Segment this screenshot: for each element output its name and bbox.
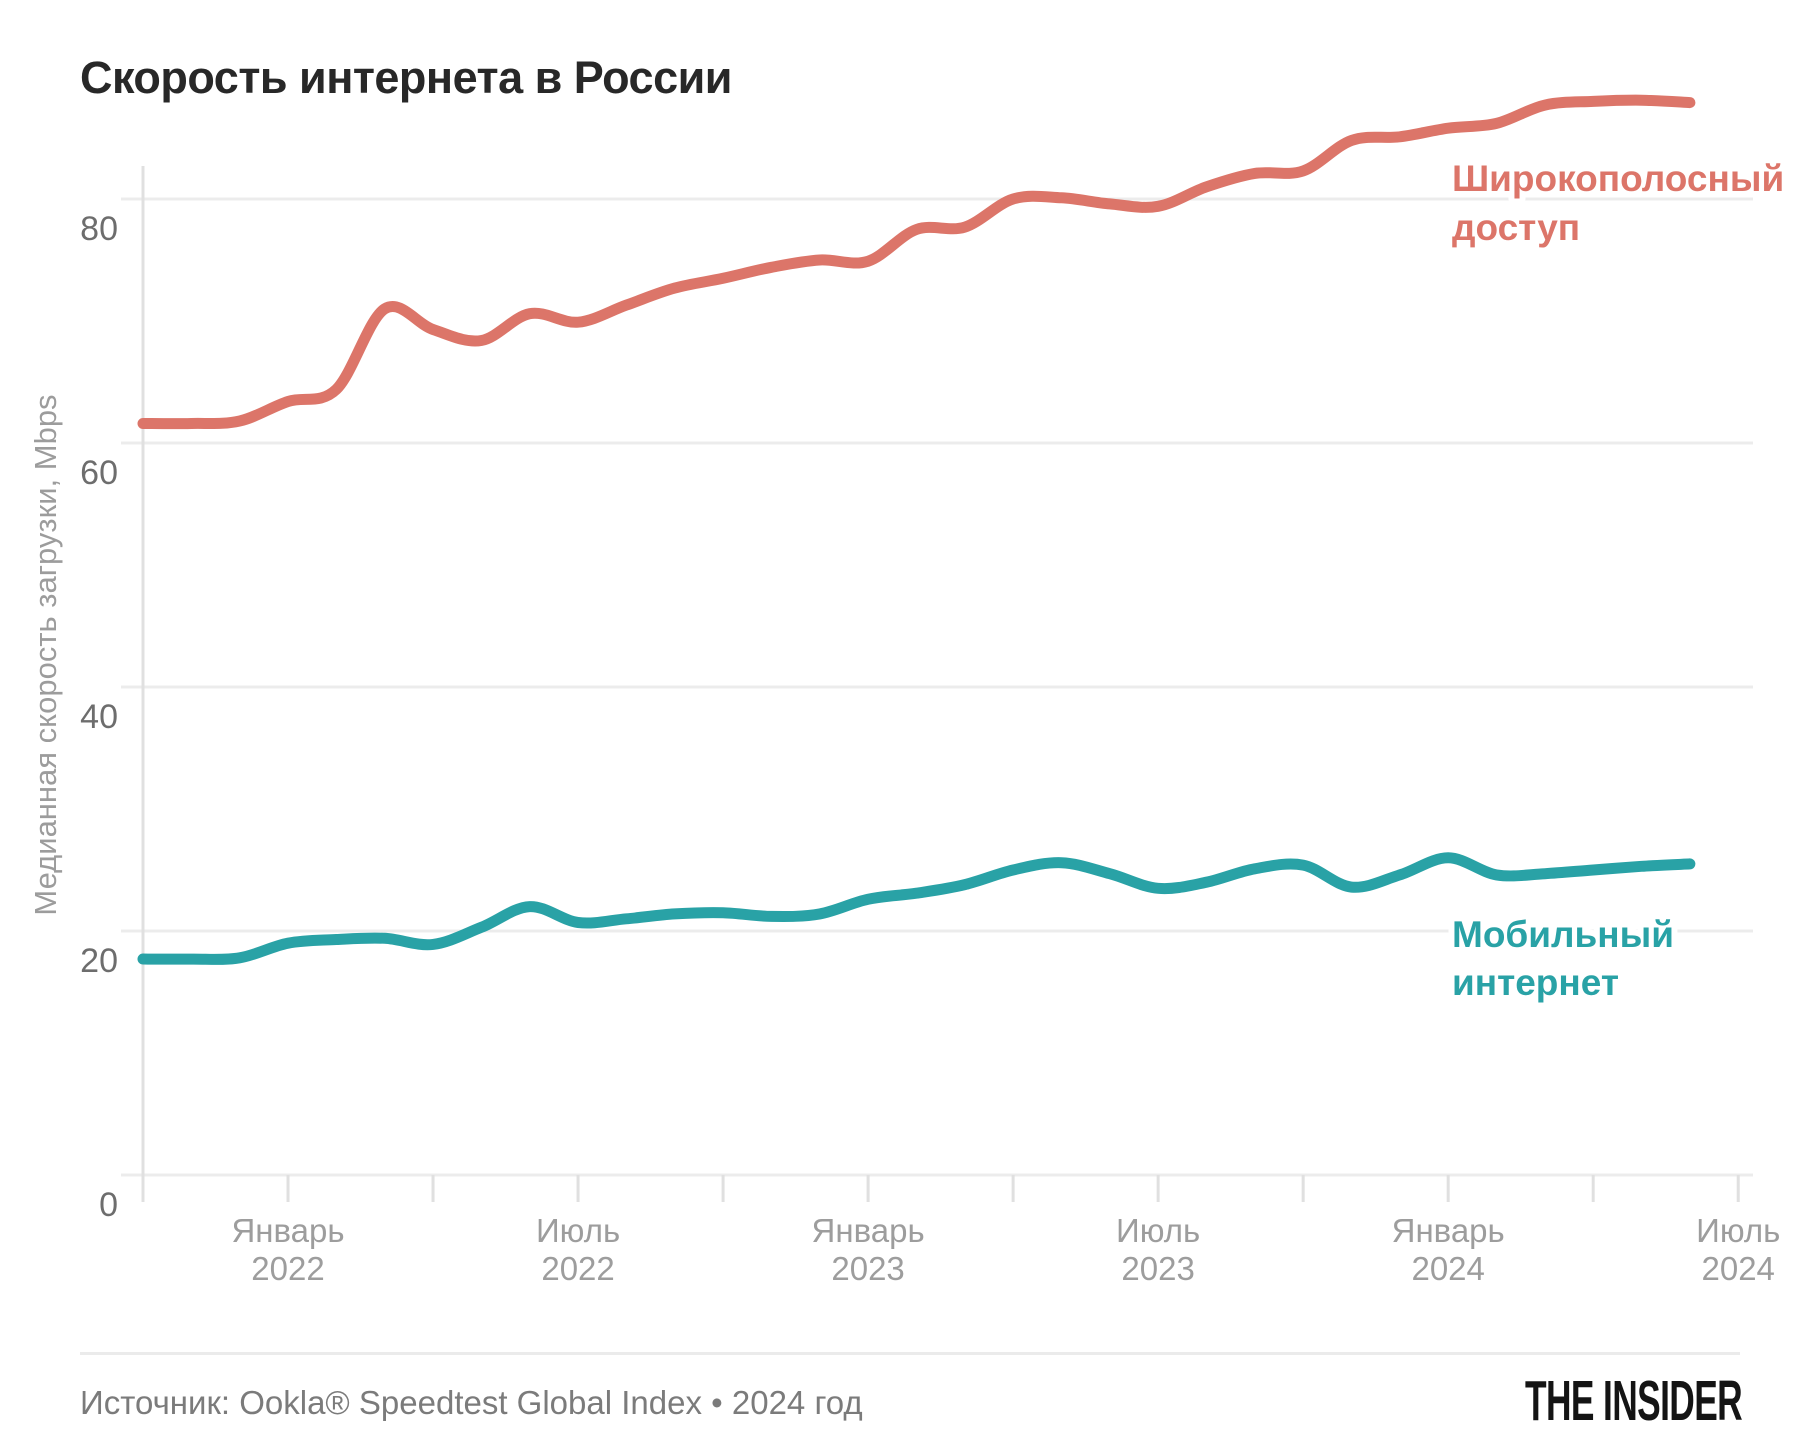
series-line-broadband [137,94,1696,430]
x-tick-label: 2024 [1411,1250,1484,1287]
series-label-mobile: Мобильный [1452,914,1674,955]
x-tick-label: 2024 [1702,1250,1775,1287]
x-tick-label: Июль [1696,1212,1780,1249]
chart-title: Скорость интернета в России [80,52,732,103]
y-tick-label-80: 80 [80,210,118,248]
y-tick-label-20: 20 [80,942,118,980]
x-tick-label: 2023 [1121,1250,1194,1287]
series-label-broadband: доступ [1452,207,1580,248]
x-tick-label: 2023 [831,1250,904,1287]
x-tick-label: 2022 [251,1250,324,1287]
series-label-broadband: Широкополосный [1452,158,1784,199]
x-tick-label: Июль [536,1212,620,1249]
y-tick-label-0: 0 [99,1186,118,1224]
x-tick-label: Июль [1116,1212,1200,1249]
brand-logo: THE INSIDER [1524,1369,1743,1433]
y-tick-label-40: 40 [80,698,118,736]
x-tick-label: Январь [812,1212,925,1249]
series-line-mobile [137,852,1696,965]
footer-divider [80,1352,1740,1355]
series-label-mobile: интернет [1452,962,1619,1003]
x-tick-label: Январь [231,1212,344,1249]
x-tick-label: 2022 [541,1250,614,1287]
source-note: Источник: Ookla® Speedtest Global Index … [80,1384,863,1421]
x-tick-label: Январь [1392,1212,1505,1249]
y-tick-label-60: 60 [80,454,118,492]
